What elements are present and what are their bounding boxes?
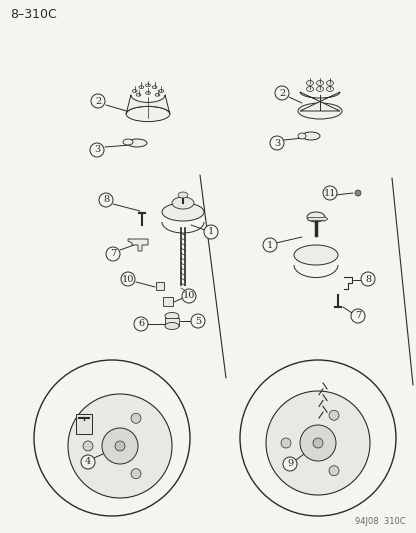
Circle shape (83, 441, 93, 451)
Circle shape (361, 272, 375, 286)
Text: 2: 2 (279, 88, 285, 98)
Circle shape (131, 413, 141, 423)
Ellipse shape (307, 212, 325, 222)
Circle shape (68, 394, 172, 498)
Ellipse shape (152, 86, 157, 88)
Circle shape (263, 238, 277, 252)
Polygon shape (128, 239, 148, 251)
Text: 6: 6 (138, 319, 144, 328)
Text: 8: 8 (103, 196, 109, 205)
Bar (156, 282, 164, 290)
Text: 5: 5 (195, 317, 201, 326)
Circle shape (355, 190, 361, 196)
Circle shape (90, 143, 104, 157)
Bar (163, 297, 173, 306)
Text: 9: 9 (287, 459, 293, 469)
Text: 7: 7 (355, 311, 361, 320)
Ellipse shape (155, 93, 160, 96)
Circle shape (115, 441, 125, 451)
Circle shape (121, 272, 135, 286)
Ellipse shape (159, 90, 163, 92)
Circle shape (102, 428, 138, 464)
Circle shape (106, 247, 120, 261)
Ellipse shape (294, 245, 338, 265)
Circle shape (270, 136, 284, 150)
Text: 10: 10 (122, 274, 134, 284)
Circle shape (266, 391, 370, 495)
Circle shape (275, 86, 289, 100)
Ellipse shape (165, 322, 179, 329)
Ellipse shape (307, 86, 314, 92)
Circle shape (131, 469, 141, 479)
Text: 8: 8 (365, 274, 371, 284)
Ellipse shape (146, 92, 150, 94)
Circle shape (313, 438, 323, 448)
Circle shape (300, 425, 336, 461)
Bar (165, 318, 179, 326)
Circle shape (204, 225, 218, 239)
Ellipse shape (307, 80, 314, 85)
Polygon shape (300, 92, 340, 111)
Ellipse shape (132, 90, 137, 92)
Circle shape (34, 360, 190, 516)
Ellipse shape (317, 80, 324, 85)
Ellipse shape (317, 86, 324, 92)
Text: 2: 2 (95, 96, 101, 106)
Polygon shape (126, 95, 170, 114)
Circle shape (323, 186, 337, 200)
Ellipse shape (127, 139, 147, 147)
Circle shape (91, 94, 105, 108)
Ellipse shape (139, 86, 144, 88)
Ellipse shape (123, 139, 133, 145)
Text: 7: 7 (110, 249, 116, 259)
Circle shape (99, 193, 113, 207)
Circle shape (240, 360, 396, 516)
Text: 4: 4 (85, 457, 91, 466)
Circle shape (329, 466, 339, 476)
Text: 10: 10 (183, 292, 195, 301)
Circle shape (329, 410, 339, 421)
Text: 1: 1 (208, 228, 214, 237)
Circle shape (191, 314, 205, 328)
Circle shape (283, 457, 297, 471)
Ellipse shape (178, 192, 188, 198)
Ellipse shape (162, 203, 204, 221)
Text: 8–310C: 8–310C (10, 8, 57, 21)
Ellipse shape (136, 93, 141, 96)
Bar (76, 414, 92, 434)
Ellipse shape (172, 197, 194, 209)
FancyArrow shape (308, 216, 328, 222)
Text: 1: 1 (267, 240, 273, 249)
Ellipse shape (126, 107, 170, 122)
Circle shape (351, 309, 365, 323)
Ellipse shape (327, 86, 334, 92)
Text: 94J08  310C: 94J08 310C (355, 517, 406, 526)
Circle shape (134, 317, 148, 331)
Text: 3: 3 (94, 146, 100, 155)
Ellipse shape (146, 84, 150, 87)
Ellipse shape (327, 80, 334, 85)
Text: 3: 3 (274, 139, 280, 148)
Circle shape (281, 438, 291, 448)
Ellipse shape (302, 132, 320, 140)
Text: 11: 11 (324, 189, 336, 198)
Ellipse shape (165, 312, 179, 319)
Ellipse shape (298, 103, 342, 119)
Circle shape (81, 455, 95, 469)
Ellipse shape (298, 133, 306, 139)
Circle shape (182, 289, 196, 303)
